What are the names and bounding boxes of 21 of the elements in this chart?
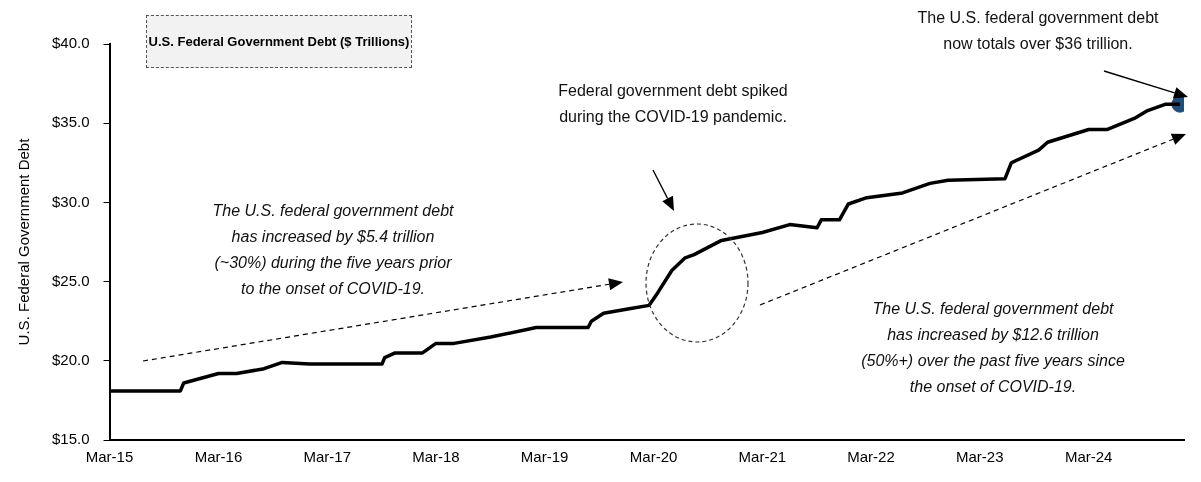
y-tick-label: $35.0 xyxy=(51,113,90,131)
y-tick-label: $30.0 xyxy=(51,192,90,210)
x-tick-label: Mar-18 xyxy=(412,448,460,466)
x-tick-label: Mar-17 xyxy=(303,448,351,466)
annotation: The U.S. federal government debt now totals over $36 trillion. xyxy=(916,8,1160,54)
x-tick-label: Mar-15 xyxy=(85,448,134,466)
y-tick-label: $15.0 xyxy=(51,430,90,448)
x-tick-label: Mar-21 xyxy=(738,448,787,466)
x-tick-label: Mar-23 xyxy=(955,448,1004,466)
annotation: Federal government debt spiked during the COVID-19 pandemic. xyxy=(557,81,789,127)
y-tick-label: $20.0 xyxy=(51,350,90,368)
x-tick-label: Mar-22 xyxy=(847,448,895,466)
y-axis-title: U.S. Federal Government Debt xyxy=(15,137,33,346)
x-tick-label: Mar-19 xyxy=(520,448,569,466)
x-tick-label: Mar-16 xyxy=(194,448,243,466)
y-tick-label: $25.0 xyxy=(51,271,90,289)
x-tick-label: Mar-20 xyxy=(629,448,678,466)
annotation: The U.S. federal government debt has increased by $12.6 trillion (50%+) over the past five years since the onset of COVID-19. xyxy=(860,299,1126,397)
y-tick-label: $40.0 xyxy=(51,34,90,52)
x-tick-label: Mar-24 xyxy=(1064,448,1113,466)
annotation: The U.S. federal government debt has increased by $5.4 trillion (~30%) during the five years prior to the onset of COVID-19. xyxy=(211,201,455,299)
